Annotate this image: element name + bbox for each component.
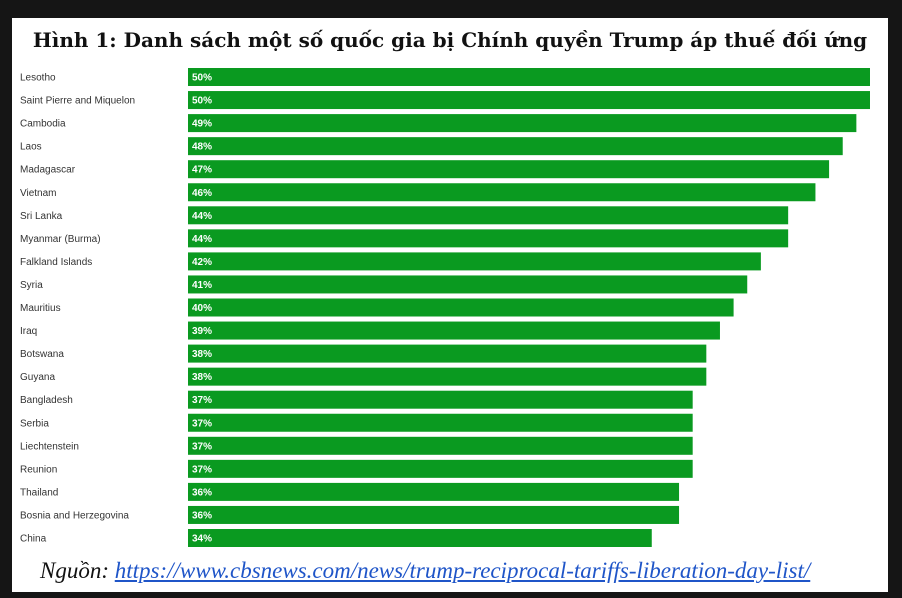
category-label: Falkland Islands [20,257,92,268]
bar [188,206,789,225]
bar [188,482,680,501]
category-label: Bosnia and Herzegovina [20,510,129,521]
data-label: 48% [192,142,212,153]
category-label: Syria [20,280,43,291]
data-label: 40% [192,303,212,314]
source-line: Nguồn: https://www.cbsnews.com/news/trum… [40,558,810,584]
bar [188,321,720,340]
chart-title: Hình 1: Danh sách một số quốc gia bị Chí… [32,28,868,52]
data-label: 49% [192,119,212,130]
bar [188,137,843,156]
data-label: 36% [192,510,212,521]
bar [188,344,707,363]
bar [188,91,870,110]
bar [188,505,680,524]
data-label: 50% [192,73,212,84]
bar [188,68,870,86]
bar [188,436,693,455]
source-prefix: Nguồn: [40,558,109,583]
category-label: Liechtenstein [20,441,79,452]
chart-frame: Hình 1: Danh sách một số quốc gia bị Chí… [12,18,888,592]
category-label: Myanmar (Burma) [20,234,101,245]
category-label: China [20,534,47,545]
data-label: 37% [192,418,212,429]
category-label: Serbia [20,418,49,429]
bar [188,298,734,317]
category-label: Laos [20,142,42,153]
data-label: 46% [192,188,212,199]
category-label: Reunion [20,464,57,475]
bar [188,114,857,133]
category-label: Bangladesh [20,395,73,406]
data-label: 42% [192,257,212,268]
data-label: 36% [192,487,212,498]
source-link[interactable]: https://www.cbsnews.com/news/trump-recip… [114,558,811,583]
category-label: Mauritius [20,303,61,314]
data-label: 39% [192,326,212,337]
bar [188,367,707,386]
data-label: 34% [192,534,212,545]
bar [188,160,830,179]
data-label: 38% [192,372,212,383]
category-label: Lesotho [20,73,56,84]
category-label: Sri Lanka [20,211,63,222]
bar [188,252,761,271]
data-label: 50% [192,96,212,107]
category-label: Guyana [20,372,55,383]
data-label: 37% [192,441,212,452]
bar [188,459,693,478]
data-label: 37% [192,395,212,406]
bar [188,413,693,432]
category-label: Madagascar [20,165,76,176]
bar [188,183,816,202]
bar-chart: Lesotho 50% Saint Pierre and Miquelon 50% Ca… [20,68,870,547]
category-label: Cambodia [20,119,66,130]
data-label: 38% [192,349,212,360]
category-label: Botswana [20,349,64,360]
data-label: 47% [192,165,212,176]
category-label: Saint Pierre and Miquelon [20,96,135,107]
bar [188,390,693,409]
category-label: Iraq [20,326,37,337]
data-label: 44% [192,211,212,222]
category-label: Thailand [20,487,58,498]
data-label: 44% [192,234,212,245]
data-label: 37% [192,464,212,475]
data-label: 41% [192,280,212,291]
bar [188,229,789,248]
bar [188,275,748,294]
category-label: Vietnam [20,188,57,199]
bar [188,529,652,547]
